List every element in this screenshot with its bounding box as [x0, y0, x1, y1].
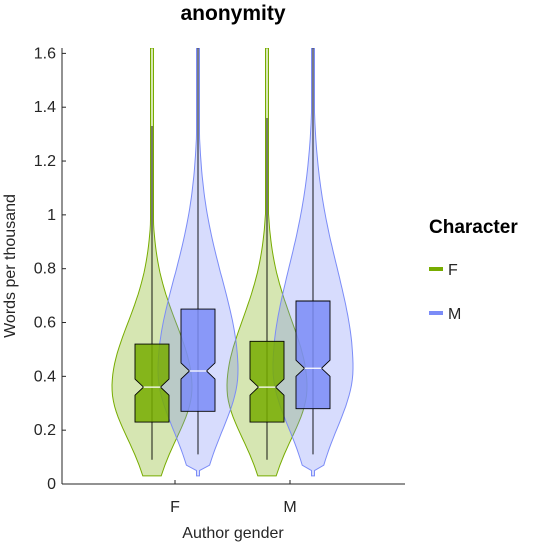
y-tick-label: 1.4 [34, 99, 56, 116]
boxes-layer [134, 48, 331, 460]
legend: FM [429, 262, 461, 323]
box-F-M [249, 340, 285, 423]
box-M-M [295, 300, 331, 410]
axes: 0 0.2 0.4 0.6 0.8 1 1.2 1.4 1.6 F M [34, 45, 405, 516]
legend-label-F: F [448, 262, 458, 279]
y-axis-label: Words per thousand [2, 194, 19, 338]
legend-title: Character [429, 217, 518, 238]
x-tick-label: M [283, 499, 296, 516]
y-tick-label: 1.6 [34, 45, 56, 62]
box-M-F [180, 308, 216, 412]
box-F-F [134, 343, 170, 423]
y-tick-label: 0.8 [34, 261, 56, 278]
y-tick-label: 1 [47, 207, 56, 224]
y-tick-label: 1.2 [34, 153, 56, 170]
legend-label-M: M [448, 306, 461, 323]
y-tick-label: 0.4 [34, 368, 56, 385]
y-tick-label: 0.6 [34, 315, 56, 332]
chart-title: anonymity [180, 2, 285, 25]
x-tick-label: F [170, 499, 180, 516]
y-tick-label: 0.2 [34, 422, 56, 439]
x-axis-label: Author gender [182, 525, 284, 542]
y-tick-label: 0 [47, 476, 56, 493]
